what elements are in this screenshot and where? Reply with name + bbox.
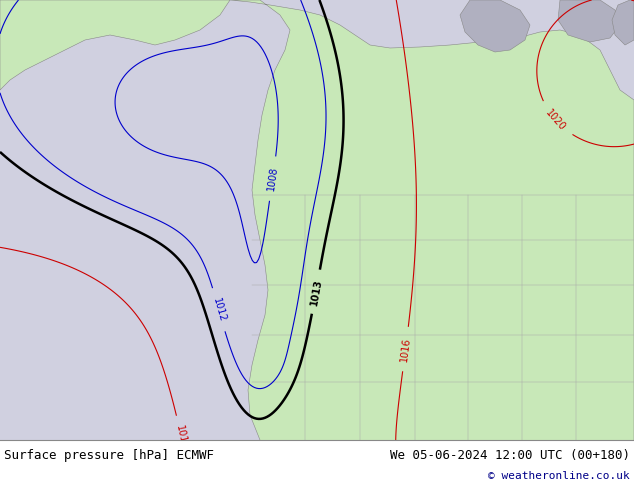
Polygon shape [460,0,530,52]
Polygon shape [0,0,230,90]
Text: 1012: 1012 [210,296,227,323]
Text: 1016: 1016 [174,424,189,451]
Polygon shape [230,0,634,490]
Text: 1016: 1016 [399,336,412,362]
Text: 1020: 1020 [544,107,567,132]
Bar [0,440,634,490]
Polygon shape [612,0,634,45]
Text: Surface pressure [hPa] ECMWF: Surface pressure [hPa] ECMWF [4,449,214,463]
Text: © weatheronline.co.uk: © weatheronline.co.uk [488,471,630,481]
Polygon shape [558,0,620,42]
Text: 1008: 1008 [266,166,280,192]
Text: 1013: 1013 [309,277,323,306]
Text: 1016: 1016 [537,471,563,486]
Text: We 05-06-2024 12:00 UTC (00+180): We 05-06-2024 12:00 UTC (00+180) [390,449,630,463]
